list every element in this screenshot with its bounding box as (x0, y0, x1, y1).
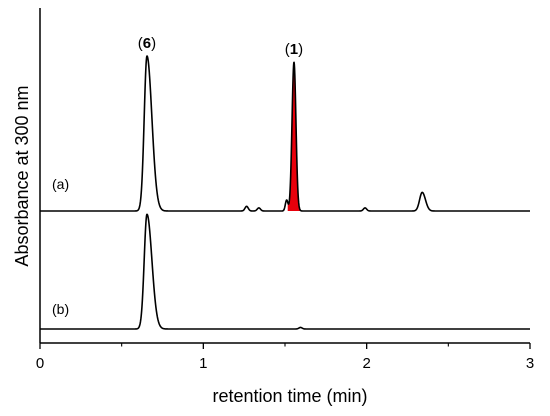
peak-label: (1) (285, 41, 303, 58)
trace-label: (a) (52, 176, 69, 192)
trace-line (39, 55, 531, 212)
plot-frame (39, 8, 530, 344)
trace-label: (b) (52, 301, 69, 317)
y-axis-title: Absorbance at 300 nm (12, 85, 32, 266)
x-tick-label: 1 (199, 355, 207, 372)
x-tick-label: 0 (36, 355, 44, 372)
traces-group: (a) (6) (1) (b) (39, 35, 531, 330)
x-ticks-group: 0 1 2 3 (36, 343, 534, 372)
peak-label: (6) (138, 35, 156, 52)
trace-line (39, 213, 531, 330)
x-tick-label: 2 (362, 355, 370, 372)
x-tick-label: 3 (526, 355, 534, 372)
trace-b: (b) (39, 213, 531, 330)
trace-a: (a) (6) (1) (39, 35, 531, 212)
x-axis-title: retention time (min) (212, 386, 367, 406)
